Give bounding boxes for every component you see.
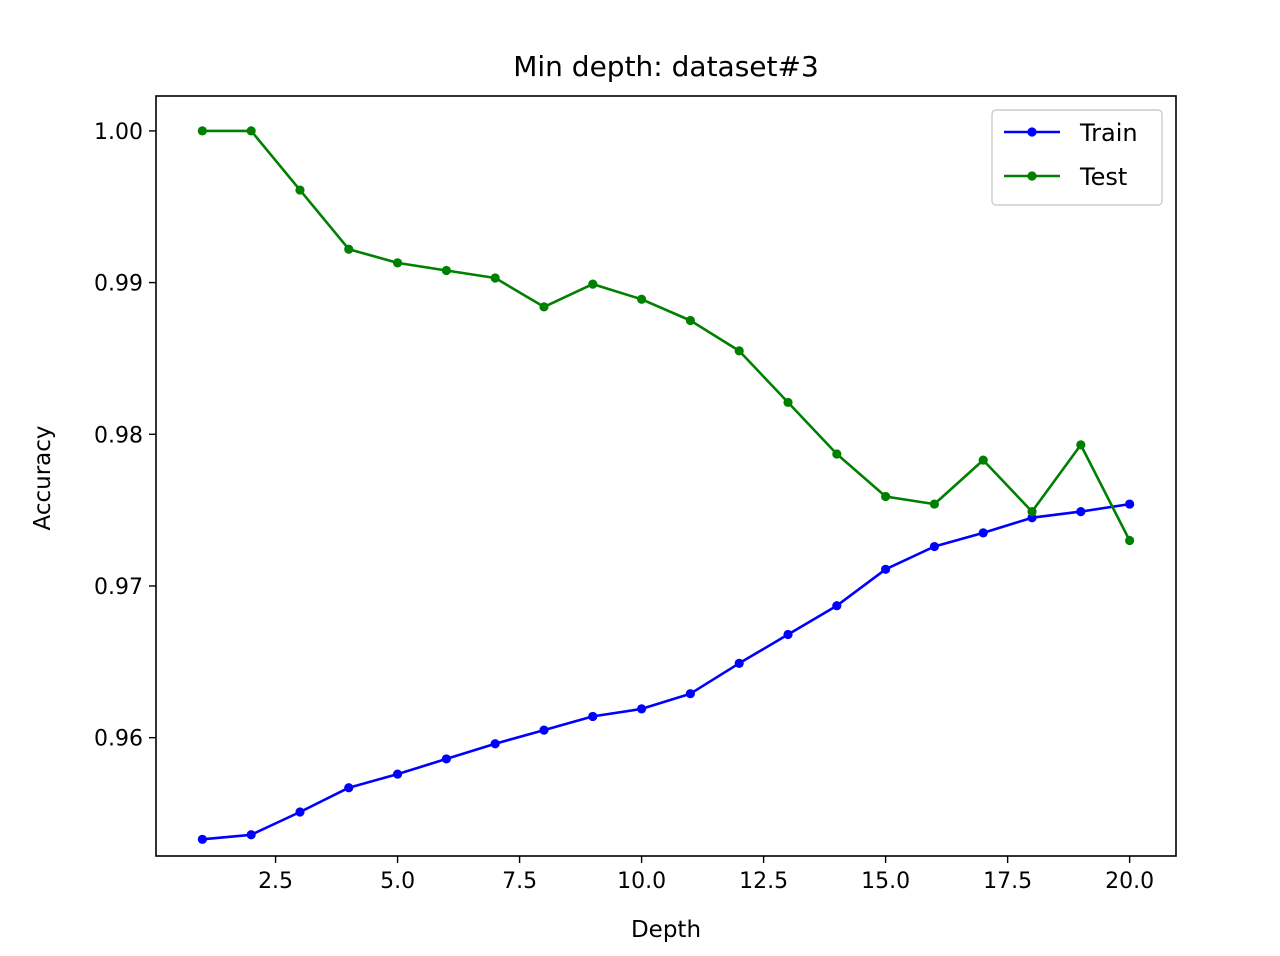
- data-point-test: [1027, 507, 1037, 517]
- legend-item-train: Train: [1004, 119, 1138, 147]
- x-tick-label: 5.0: [380, 869, 415, 894]
- chart-title: Min depth: dataset#3: [513, 50, 819, 83]
- y-tick-label: 0.98: [94, 423, 143, 448]
- y-tick-label: 0.96: [94, 727, 143, 752]
- legend-label-train: Train: [1079, 119, 1138, 147]
- data-point-train: [539, 725, 549, 735]
- data-point-test: [734, 346, 744, 356]
- legend-marker-train: [1027, 127, 1037, 137]
- data-point-train: [636, 704, 647, 714]
- data-point-test: [295, 185, 305, 195]
- data-point-test: [978, 455, 988, 465]
- legend: Train Test: [991, 109, 1163, 206]
- data-point-train: [783, 629, 793, 640]
- data-point-train: [344, 783, 354, 793]
- series-line-test: [202, 129, 1131, 542]
- data-point-test: [881, 491, 891, 502]
- x-tick-label: 10.0: [617, 869, 666, 894]
- data-point-train: [832, 601, 842, 611]
- data-point-train: [490, 739, 500, 749]
- x-tick-label: 17.5: [983, 869, 1032, 894]
- data-point-test: [441, 265, 451, 276]
- data-point-train: [588, 711, 598, 722]
- y-tick-label: 0.97: [94, 575, 143, 600]
- data-point-train: [929, 541, 940, 552]
- x-tick-label: 12.5: [739, 869, 788, 894]
- data-point-test: [1125, 535, 1135, 546]
- data-point-test: [832, 449, 842, 459]
- x-tick-label: 15.0: [861, 869, 910, 894]
- x-axis-ticks: 2.5 5.0 7.5 10.0 12.5 15.0 17.5 20.0: [258, 856, 1154, 894]
- legend-item-test: Test: [1004, 163, 1127, 191]
- data-point-train: [881, 564, 891, 574]
- legend-marker-test: [1027, 171, 1037, 181]
- data-point-test: [588, 279, 598, 289]
- x-tick-label: 20.0: [1105, 869, 1154, 894]
- data-point-test: [1076, 440, 1086, 450]
- data-point-train: [1125, 499, 1135, 509]
- series-train: [197, 499, 1135, 844]
- series-test: [197, 126, 1135, 546]
- data-point-test: [929, 499, 940, 509]
- data-point-train: [734, 658, 744, 668]
- data-point-test: [685, 315, 696, 326]
- data-point-train: [392, 769, 403, 779]
- x-tick-label: 7.5: [502, 869, 537, 894]
- data-point-train: [246, 830, 256, 840]
- data-point-test: [783, 397, 793, 408]
- series-layer: [197, 126, 1135, 844]
- data-point-test: [246, 126, 256, 136]
- x-tick-label: 2.5: [258, 869, 293, 894]
- y-axis-ticks: 0.96 0.97 0.98 0.99 1.00: [94, 120, 156, 752]
- data-point-train: [978, 528, 988, 538]
- y-tick-label: 0.99: [94, 272, 143, 297]
- series-line-train: [202, 502, 1130, 841]
- y-axis-label: Accuracy: [30, 425, 56, 530]
- data-point-test: [197, 126, 207, 136]
- y-tick-label: 1.00: [94, 120, 143, 145]
- legend-label-test: Test: [1079, 163, 1127, 191]
- data-point-train: [441, 754, 451, 764]
- data-point-test: [636, 294, 647, 304]
- axes-frame: [155, 95, 1177, 857]
- x-axis-label: Depth: [631, 917, 701, 943]
- data-point-test: [539, 302, 549, 312]
- data-point-train: [295, 807, 305, 817]
- data-point-train: [1076, 507, 1086, 517]
- plot-area-border: [155, 95, 1177, 857]
- data-point-train: [197, 834, 207, 844]
- data-point-test: [490, 273, 500, 283]
- data-point-train: [685, 689, 696, 699]
- data-point-test: [392, 258, 403, 268]
- data-point-test: [344, 244, 354, 254]
